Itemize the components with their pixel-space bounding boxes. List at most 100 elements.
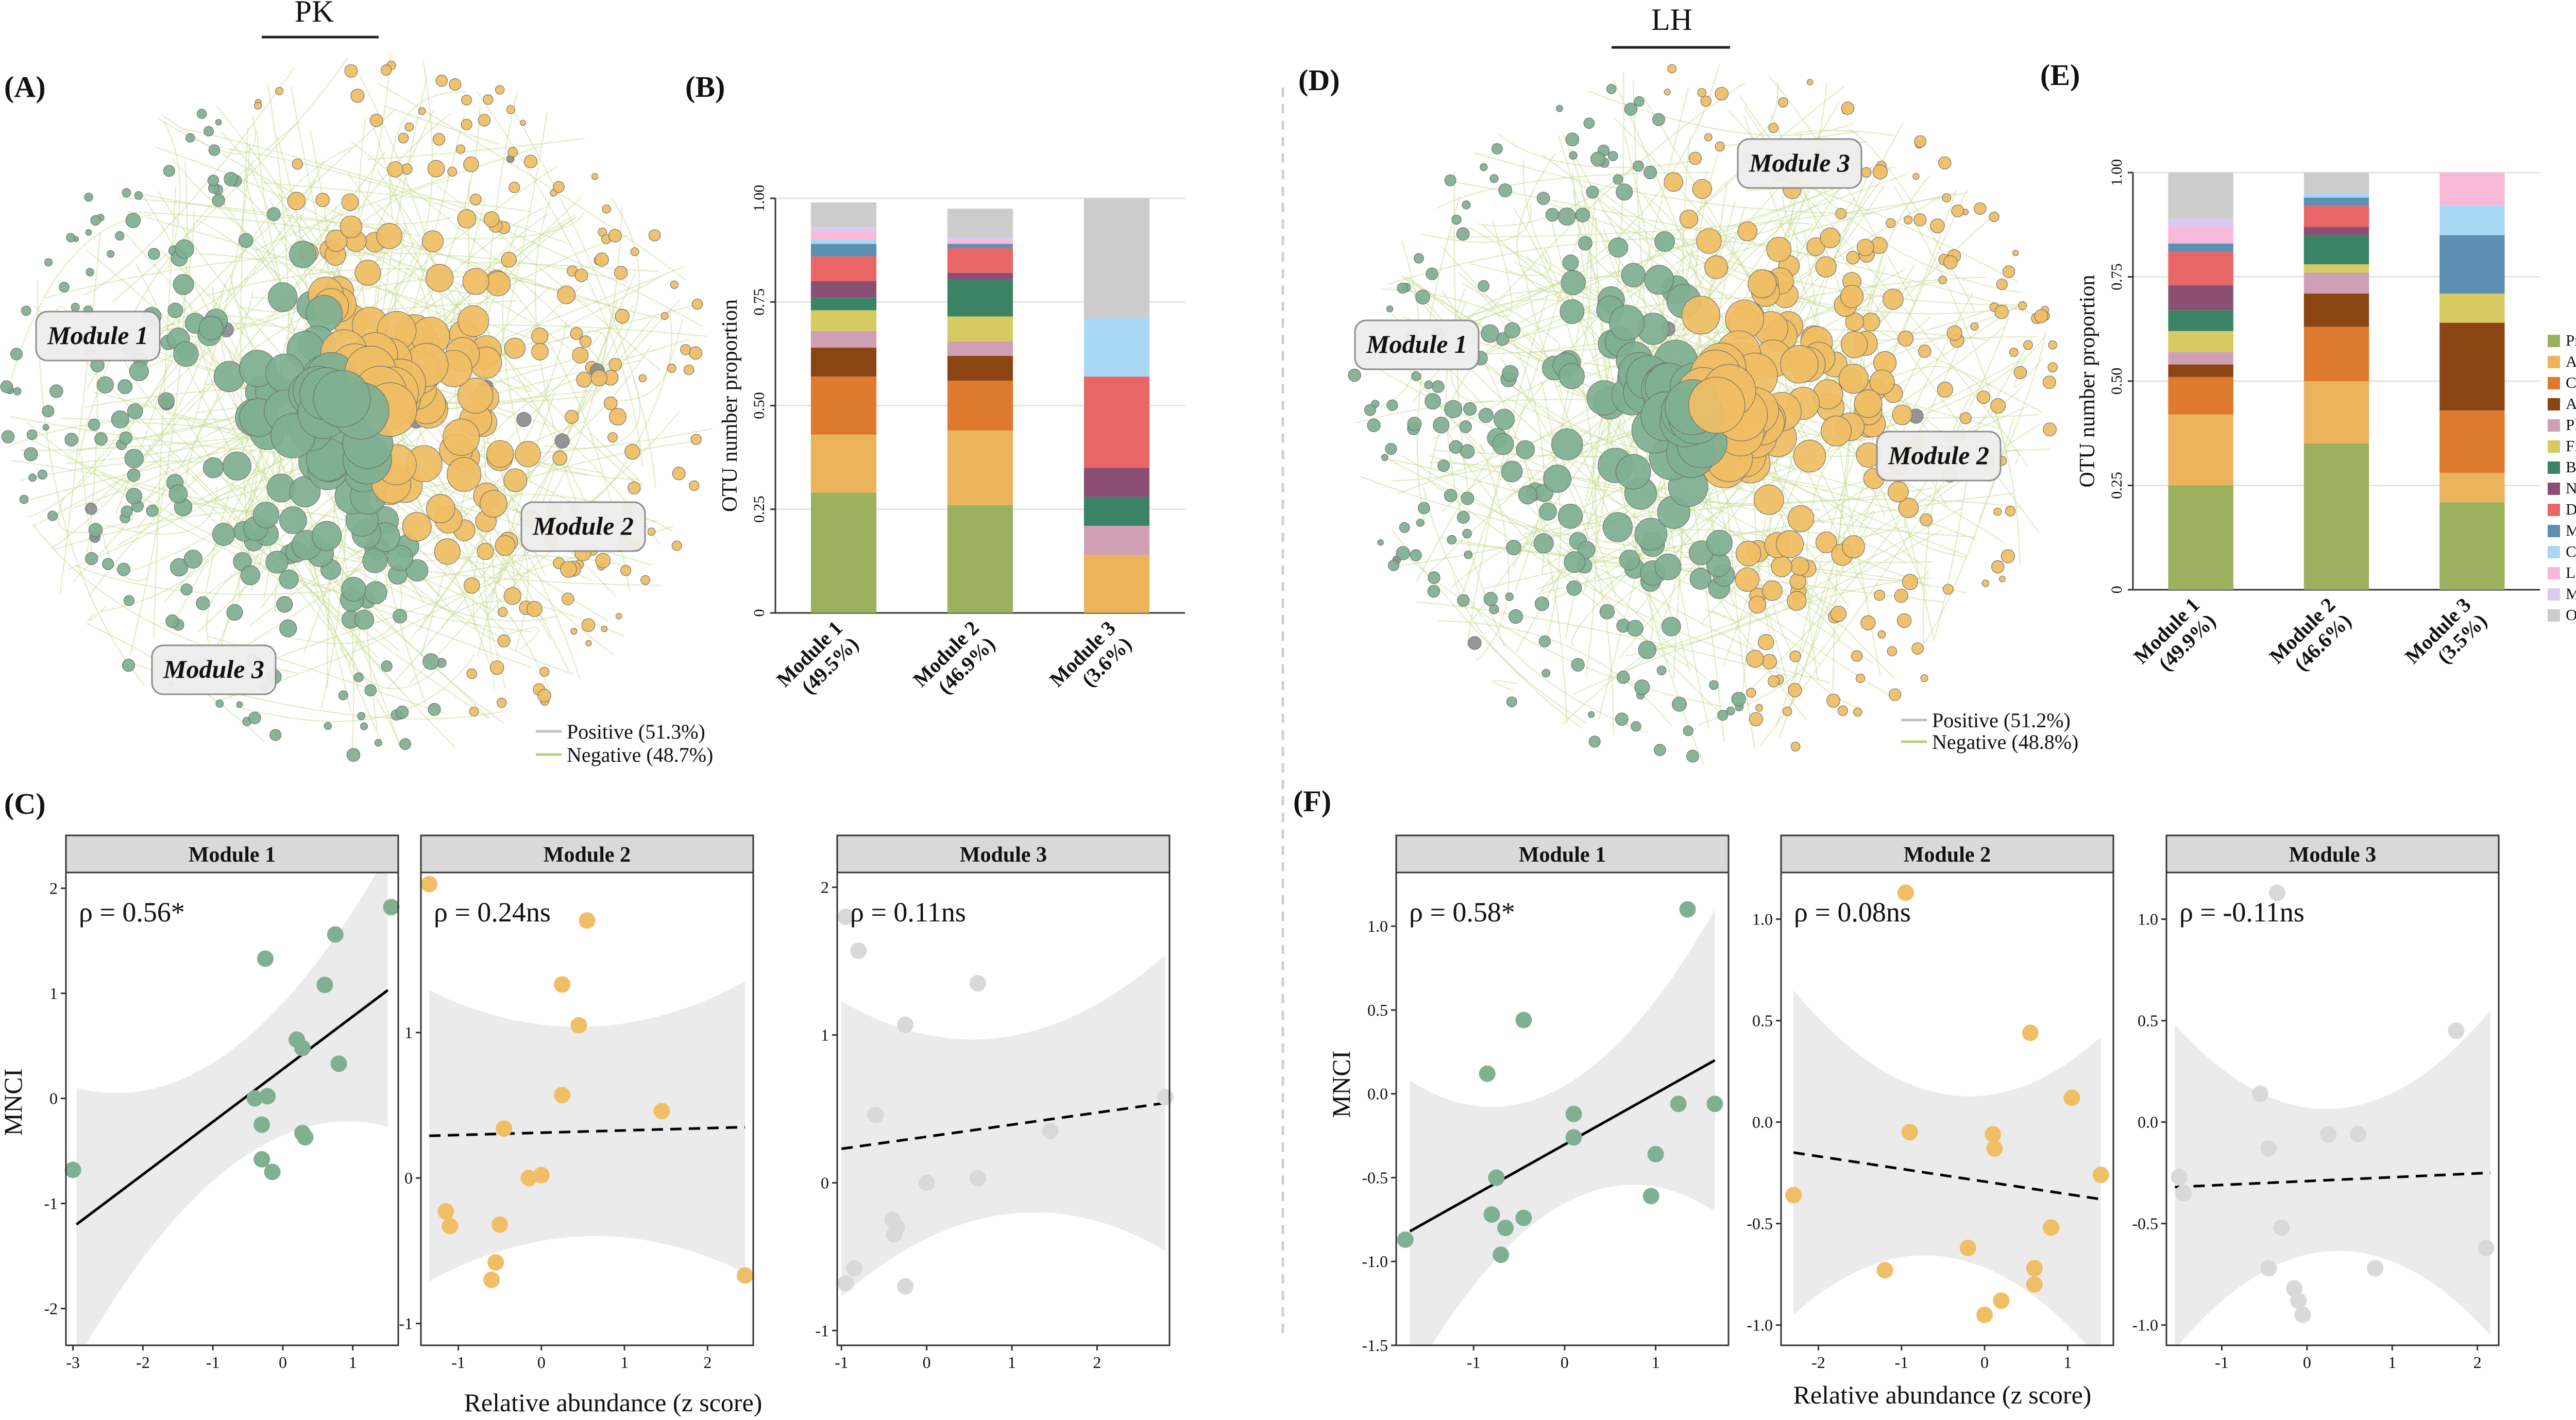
x-tick-label: 1 <box>349 1353 357 1372</box>
network-node <box>601 625 608 632</box>
bar-y-tick-label: 0.75 <box>2108 263 2125 290</box>
network-node <box>449 78 462 91</box>
network-node <box>1783 706 1792 716</box>
bar-category-label: Module 3(3.5%) <box>2400 593 2492 685</box>
scatter-point <box>1901 1124 1918 1141</box>
network-node <box>1851 650 1863 662</box>
bar-segment <box>2303 381 2369 444</box>
scatter-point <box>1897 884 1914 901</box>
y-tick-label: 0.5 <box>1752 1012 1773 1030</box>
network-node <box>1755 704 1763 712</box>
bar-segment <box>2303 235 2369 265</box>
network-node <box>503 587 521 605</box>
network-node <box>1970 322 1979 331</box>
network-node <box>1976 390 1990 404</box>
network-node <box>1735 567 1760 592</box>
network-node <box>86 268 94 277</box>
network-node <box>215 119 222 126</box>
network-node <box>94 432 108 446</box>
network-node <box>1996 279 2008 290</box>
network-node <box>689 480 700 491</box>
network-node <box>2005 506 2016 517</box>
network-node <box>1762 580 1783 601</box>
network-node <box>520 119 526 126</box>
scatter-point <box>492 1216 509 1233</box>
network-node <box>590 369 608 387</box>
y-tick-label: -1 <box>44 1194 58 1213</box>
network-node <box>1631 721 1641 732</box>
network-node <box>1388 559 1400 571</box>
network-node <box>1564 551 1586 573</box>
network-node <box>428 703 441 716</box>
network-node <box>357 712 365 721</box>
y-axis-title-lh: MNCI <box>1327 1051 1355 1118</box>
bar-segment <box>2303 193 2369 198</box>
network-node <box>148 248 160 260</box>
taxa-legend-label: Proteobacteria <box>2566 331 2576 349</box>
bar-segment <box>2168 251 2233 285</box>
y-tick-label: 1 <box>49 984 58 1003</box>
network-node <box>125 213 141 228</box>
scatter-point <box>554 1087 571 1104</box>
network-node <box>364 684 377 697</box>
network-node <box>311 521 342 551</box>
scatter-point <box>1493 1246 1510 1263</box>
network-node <box>1902 574 1919 590</box>
network-node <box>1505 592 1514 601</box>
network-node <box>504 337 526 359</box>
network-node <box>1565 132 1580 146</box>
network-node <box>325 229 348 252</box>
network-node <box>1444 400 1463 418</box>
y-tick-label: -1.0 <box>1362 1252 1388 1271</box>
facet-strip <box>1780 834 2114 874</box>
facet-strip <box>836 834 1171 874</box>
bar-segment <box>810 492 877 613</box>
x-tick-label: 0 <box>1561 1353 1569 1372</box>
regression-line <box>1409 1059 1716 1233</box>
x-tick-label: 0 <box>1980 1353 1989 1372</box>
network-node <box>565 409 579 424</box>
network-node <box>1506 540 1522 556</box>
bar-y-tick-label: 1.00 <box>2108 159 2125 186</box>
network-node <box>1787 591 1807 611</box>
x-tick-label: 1 <box>1652 1353 1660 1372</box>
network-node <box>1624 102 1638 116</box>
network-node <box>1626 620 1643 637</box>
network-node <box>1681 296 1720 335</box>
scatter-point <box>2026 1260 2043 1277</box>
network-node <box>127 468 141 482</box>
network-node <box>628 481 641 494</box>
y-tick-label: 1 <box>821 1026 829 1045</box>
network-node <box>185 133 195 143</box>
network-node <box>1920 674 1928 682</box>
bar-y-tick-label: 0 <box>751 609 768 617</box>
x-tick-label: -2 <box>1811 1353 1825 1372</box>
bar-segment <box>947 316 1013 341</box>
plot-frame <box>1395 871 1730 1346</box>
network-node <box>1348 368 1361 382</box>
taxa-legend-label: Desulfobacterota <box>2566 500 2576 518</box>
network-node <box>507 147 518 158</box>
network-node <box>115 231 125 241</box>
network-node <box>1861 312 1880 332</box>
network-node <box>1498 183 1513 197</box>
x-tick-label: -1 <box>451 1353 465 1372</box>
network-node <box>1882 288 1904 310</box>
network-node <box>446 457 482 492</box>
network-node <box>340 215 363 238</box>
network-node <box>88 523 103 537</box>
bar-segment <box>810 244 877 256</box>
regression-line <box>2175 1171 2490 1189</box>
network-node <box>279 569 299 589</box>
svg-text:Module 2: Module 2 <box>1888 441 1989 470</box>
y-tick-label: 0.0 <box>1367 1085 1388 1103</box>
network-node <box>1608 237 1629 258</box>
network-node <box>180 583 193 596</box>
network-node <box>515 441 541 467</box>
bar-category-label: Module 3(3.6%) <box>1045 617 1136 708</box>
facet-title: Module 3 <box>960 843 1047 867</box>
network-node <box>1815 256 1837 278</box>
y-tick-label: 0.5 <box>1367 1001 1388 1019</box>
network-node <box>287 192 306 210</box>
network-node <box>495 85 505 95</box>
